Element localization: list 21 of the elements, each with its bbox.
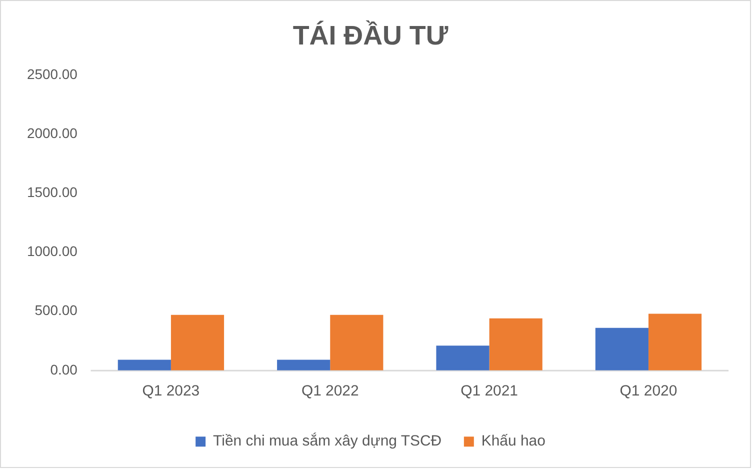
y-tick-label: 500.00: [34, 302, 78, 318]
x-tick-label: Q1 2022: [301, 382, 359, 400]
bar: [118, 360, 171, 370]
y-tick-label: 2500.00: [26, 66, 78, 82]
bar: [648, 314, 702, 370]
legend-label: Khấu hao: [481, 432, 546, 450]
legend-label: Tiền chi mua sắm xây dựng TSCĐ: [213, 432, 442, 450]
bar: [330, 314, 384, 370]
bar: [170, 314, 224, 370]
bar: [595, 328, 648, 370]
y-tick-label: 0.00: [50, 361, 78, 378]
chart-title: TÁI ĐẦU TƯ: [292, 19, 449, 50]
x-tick-label: Q1 2023: [142, 382, 200, 400]
x-tick-label: Q1 2021: [460, 382, 518, 400]
bar: [277, 360, 330, 370]
bar: [489, 318, 542, 370]
x-tick-label: Q1 2020: [620, 382, 678, 400]
y-tick-label: 1500.00: [26, 184, 78, 200]
y-tick-label: 2000.00: [26, 125, 78, 141]
y-tick-label: 1000.00: [26, 243, 78, 260]
bar: [436, 346, 490, 370]
